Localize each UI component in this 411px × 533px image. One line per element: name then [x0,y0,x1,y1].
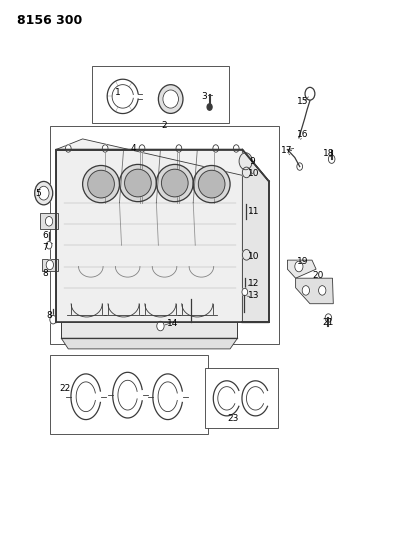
Circle shape [139,145,145,152]
Text: 10: 10 [248,169,260,178]
Text: 6: 6 [42,231,48,240]
Text: 12: 12 [248,279,259,288]
Ellipse shape [193,165,230,203]
Circle shape [157,321,164,331]
Text: 10: 10 [248,253,260,261]
Ellipse shape [163,90,178,108]
Polygon shape [287,260,316,278]
Text: 7: 7 [42,244,48,253]
Circle shape [242,288,248,296]
Circle shape [45,216,53,226]
Circle shape [319,286,326,295]
Text: 9: 9 [250,157,256,166]
Circle shape [176,145,182,152]
Circle shape [302,286,309,295]
Ellipse shape [125,169,151,197]
Text: 23: 23 [228,414,239,423]
Polygon shape [56,150,242,322]
Text: 11: 11 [248,207,260,216]
Bar [92,66,229,123]
Polygon shape [242,150,269,322]
Polygon shape [39,213,58,229]
Text: 2: 2 [162,121,167,130]
Text: 13: 13 [248,291,260,300]
Circle shape [213,145,219,152]
Circle shape [46,241,52,249]
Circle shape [207,104,212,110]
Bar [50,126,279,344]
Text: 1: 1 [115,87,120,96]
Polygon shape [42,259,58,271]
Text: 14: 14 [167,319,178,328]
Bar [50,356,208,434]
Ellipse shape [162,169,188,197]
Circle shape [50,316,56,324]
Ellipse shape [156,165,193,201]
Text: 4: 4 [131,144,136,153]
Ellipse shape [120,165,156,201]
Circle shape [295,261,303,272]
Text: 5: 5 [35,189,41,198]
Circle shape [38,186,49,200]
Text: 18: 18 [323,149,335,158]
Text: 8: 8 [42,269,48,278]
Ellipse shape [88,170,114,198]
Polygon shape [61,322,238,338]
Circle shape [242,167,251,177]
Text: 22: 22 [60,384,71,393]
Circle shape [46,260,53,270]
Polygon shape [61,338,238,349]
Ellipse shape [83,165,120,203]
Text: 8156 300: 8156 300 [17,14,82,27]
Text: 8: 8 [46,311,52,320]
Text: 15: 15 [297,97,309,106]
Circle shape [242,249,251,260]
Circle shape [102,145,108,152]
Bar [205,368,277,427]
Ellipse shape [199,170,225,198]
Text: 21: 21 [322,318,333,327]
Text: 3: 3 [201,92,207,101]
Text: 16: 16 [297,130,309,139]
Circle shape [65,145,71,152]
Circle shape [239,153,252,169]
Circle shape [35,181,53,205]
Text: 19: 19 [297,257,309,265]
Text: 17: 17 [281,146,292,155]
Circle shape [233,145,239,152]
Ellipse shape [158,85,183,114]
Text: 20: 20 [312,271,324,280]
Polygon shape [56,139,269,181]
Polygon shape [296,278,333,304]
